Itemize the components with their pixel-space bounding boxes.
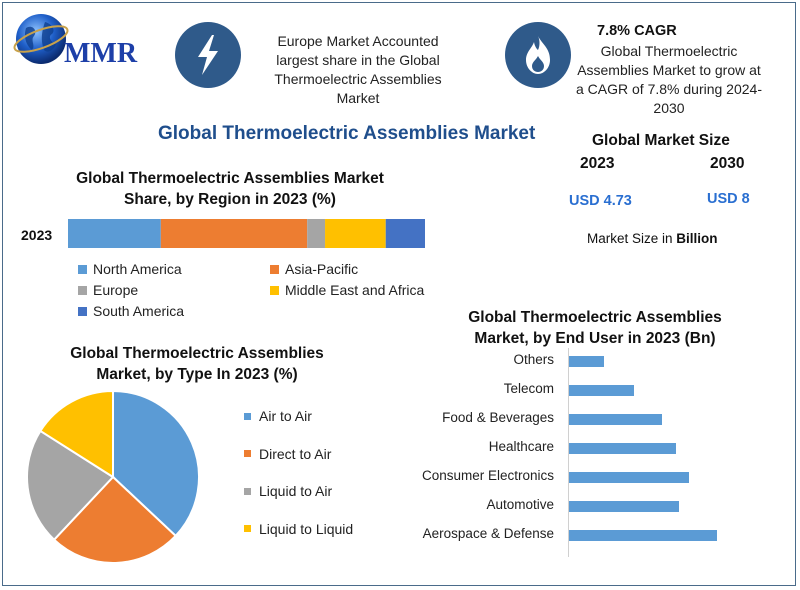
region-legend-item-middle-east-and-africa: Middle East and Africa	[270, 282, 424, 298]
market-size-title: Global Market Size	[592, 132, 730, 149]
region-year-label: 2023	[21, 227, 53, 243]
region-legend: North America Asia-Pacific Europe Middle Ea…	[78, 261, 458, 321]
type-legend-item-liquid-to-liquid: Liquid to Liquid	[244, 521, 353, 537]
enduser-label-healthcare: Healthcare	[488, 439, 554, 454]
region-stacked-bar	[68, 219, 425, 248]
info-cagr: Global Thermoelectric Assemblies Market …	[576, 43, 762, 116]
enduser-bar-consumer-electronics	[569, 472, 689, 483]
type-pie-chart	[26, 390, 200, 564]
logo-text: MMR	[64, 38, 138, 69]
market-size-unit-prefix: Market Size in	[587, 231, 677, 246]
region-chart-title: Global Thermoelectric Assemblies Market …	[76, 170, 384, 208]
enduser-bar-aerospace-defense	[569, 530, 717, 541]
enduser-label-consumer-electronics: Consumer Electronics	[421, 468, 554, 483]
enduser-axis-line	[568, 348, 569, 557]
market-size-year-2030: 2030	[710, 155, 745, 172]
legend-swatch	[244, 450, 251, 457]
region-legend-item-asia-pacific: Asia-Pacific	[270, 261, 358, 277]
legend-label: Asia-Pacific	[285, 261, 359, 277]
enduser-label-food-beverages: Food & Beverages	[442, 410, 554, 425]
legend-swatch	[244, 412, 251, 420]
pie-slice-liquid-to-liquid	[39, 390, 114, 479]
legend-label: Liquid to Liquid	[259, 520, 354, 537]
legend-swatch	[270, 285, 279, 295]
legend-swatch	[244, 525, 251, 532]
region-segment-north-america	[68, 219, 161, 248]
page-title: Global Thermoelectric Assemblies Market	[158, 123, 536, 144]
legend-label: Direct to Air	[259, 445, 332, 462]
legend-label: Middle East and Africa	[285, 282, 425, 298]
legend-label: Europe	[93, 282, 139, 298]
enduser-bar-chart: Others Telecom Food & Beverages Healthcare C…	[400, 348, 780, 557]
cagr-headline: 7.8% CAGR	[597, 23, 677, 39]
region-segment-middle-east-and-africa	[325, 219, 386, 248]
region-segment-europe	[307, 219, 326, 248]
enduser-bar-others	[569, 356, 604, 367]
pie-slice-direct-to-air	[52, 475, 178, 564]
market-size-unit-bold: Billion	[676, 231, 718, 246]
region-legend-item-north-america: North America	[78, 261, 182, 277]
legend-swatch	[78, 285, 87, 295]
market-size-value-2023: USD 4.73	[569, 193, 632, 209]
enduser-bar-telecom	[569, 385, 634, 396]
legend-swatch	[78, 306, 87, 316]
enduser-label-others: Others	[513, 352, 554, 367]
info-europe-share: Europe Market Accounted largest share in…	[274, 33, 442, 106]
legend-swatch	[78, 264, 87, 274]
region-legend-item-europe: Europe	[78, 282, 138, 298]
enduser-label-telecom: Telecom	[503, 381, 554, 396]
type-legend-item-liquid-to-air: Liquid to Air	[244, 483, 332, 499]
flame-icon	[505, 22, 571, 88]
region-segment-asia-pacific	[160, 219, 308, 248]
legend-label: Liquid to Air	[259, 483, 333, 499]
logo: MMR	[12, 10, 162, 69]
type-legend-item-direct-to-air: Direct to Air	[244, 446, 331, 462]
type-legend-item-air-to-air: Air to Air	[244, 408, 312, 424]
pie-slice-liquid-to-air	[26, 429, 115, 542]
type-legend: Air to Air Direct to Air Liquid to Air Liqu…	[244, 408, 384, 548]
legend-swatch	[270, 264, 279, 274]
enduser-bar-automotive	[569, 501, 679, 512]
market-size-year-2023: 2023	[580, 155, 615, 172]
type-chart-title: Global Thermoelectric Assemblies Market,…	[70, 345, 324, 383]
lightning-icon	[175, 22, 241, 88]
enduser-label-automotive: Automotive	[486, 497, 554, 512]
enduser-bar-food-beverages	[569, 414, 662, 425]
legend-label: North America	[93, 261, 182, 277]
region-legend-item-south-america: South America	[78, 303, 184, 319]
globe-icon	[13, 14, 69, 64]
enduser-bar-healthcare	[569, 443, 676, 454]
enduser-label-aerospace-defense: Aerospace & Defense	[422, 526, 554, 541]
market-size-unit-note: Market Size in Billion	[587, 231, 718, 246]
legend-swatch	[244, 487, 251, 495]
legend-label: Air to Air	[259, 408, 312, 424]
legend-label: South America	[93, 303, 185, 319]
market-size-value-2030: USD 8	[707, 191, 750, 207]
region-segment-south-america	[385, 219, 425, 248]
enduser-chart-title: Global Thermoelectric Assemblies Market,…	[468, 309, 722, 347]
pie-slice-air-to-air	[112, 390, 200, 538]
